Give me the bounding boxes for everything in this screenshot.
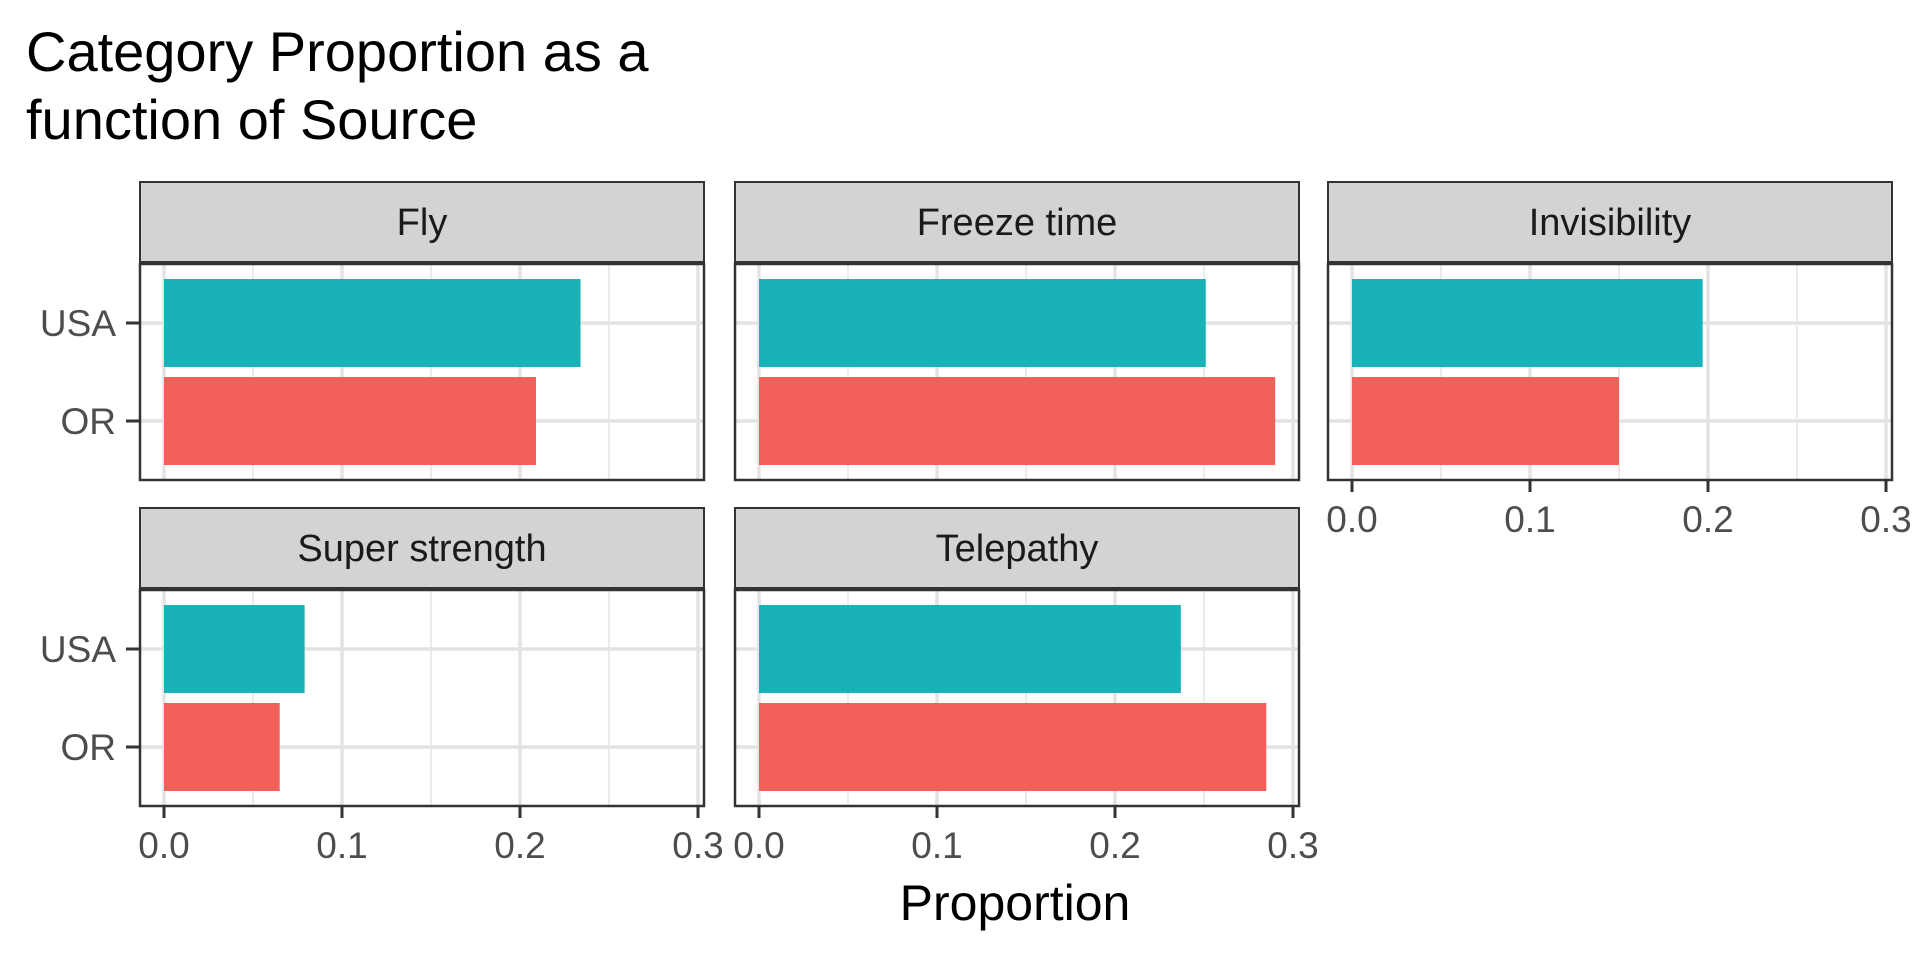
y-tick-label-usa: USA (40, 629, 116, 670)
bar-freeze-time-or (759, 377, 1276, 465)
bar-super-strength-or (164, 703, 280, 791)
facet-label-telepathy: Telepathy (936, 528, 1099, 570)
facet-label-super-strength: Super strength (297, 528, 546, 570)
bar-telepathy-or (759, 703, 1267, 791)
bar-invisibility-usa (1352, 279, 1703, 367)
facet-label-fly: Fly (397, 202, 448, 244)
bar-fly-or (164, 377, 537, 465)
facet-strip-invisibility (1327, 181, 1893, 263)
panel-border-freeze-time (733, 262, 1301, 482)
panel-border-fly (138, 262, 706, 482)
x-tick-label: 0.1 (1504, 499, 1555, 540)
facet-strip-super-strength (139, 507, 705, 589)
bar-super-strength-usa (164, 605, 305, 693)
x-tick-label: 0.0 (1326, 499, 1377, 540)
bar-fly-usa (164, 279, 581, 367)
chart-title: Category Proportion as a function of Sou… (26, 18, 649, 154)
x-axis-title: Proportion (900, 875, 1131, 931)
panel-border-telepathy (733, 588, 1301, 808)
bar-freeze-time-usa (759, 279, 1206, 367)
x-tick-label: 0.1 (911, 825, 962, 866)
x-tick-label: 0.2 (1682, 499, 1733, 540)
x-tick-label: 0.1 (316, 825, 367, 866)
facet-strip-telepathy (734, 507, 1300, 589)
panel-border-super-strength (138, 588, 706, 808)
chart-title-line-1: Category Proportion as a (26, 20, 649, 83)
x-tick-label: 0.0 (138, 825, 189, 866)
bar-telepathy-usa (759, 605, 1181, 693)
bar-invisibility-or (1352, 377, 1619, 465)
y-tick-label-or: OR (61, 401, 117, 442)
x-tick-label: 0.0 (733, 825, 784, 866)
x-tick-label: 0.3 (672, 825, 723, 866)
x-tick-label: 0.3 (1860, 499, 1911, 540)
facet-label-invisibility: Invisibility (1529, 202, 1692, 244)
chart-title-line-2: function of Source (26, 88, 478, 151)
facet-strip-freeze-time (734, 181, 1300, 263)
panel-border-invisibility (1326, 262, 1894, 482)
facet-label-freeze-time: Freeze time (917, 202, 1118, 244)
x-tick-label: 0.3 (1267, 825, 1318, 866)
y-tick-label-or: OR (61, 727, 117, 768)
x-tick-label: 0.2 (1089, 825, 1140, 866)
facet-strip-fly (139, 181, 705, 263)
x-tick-label: 0.2 (494, 825, 545, 866)
y-tick-label-usa: USA (40, 303, 116, 344)
